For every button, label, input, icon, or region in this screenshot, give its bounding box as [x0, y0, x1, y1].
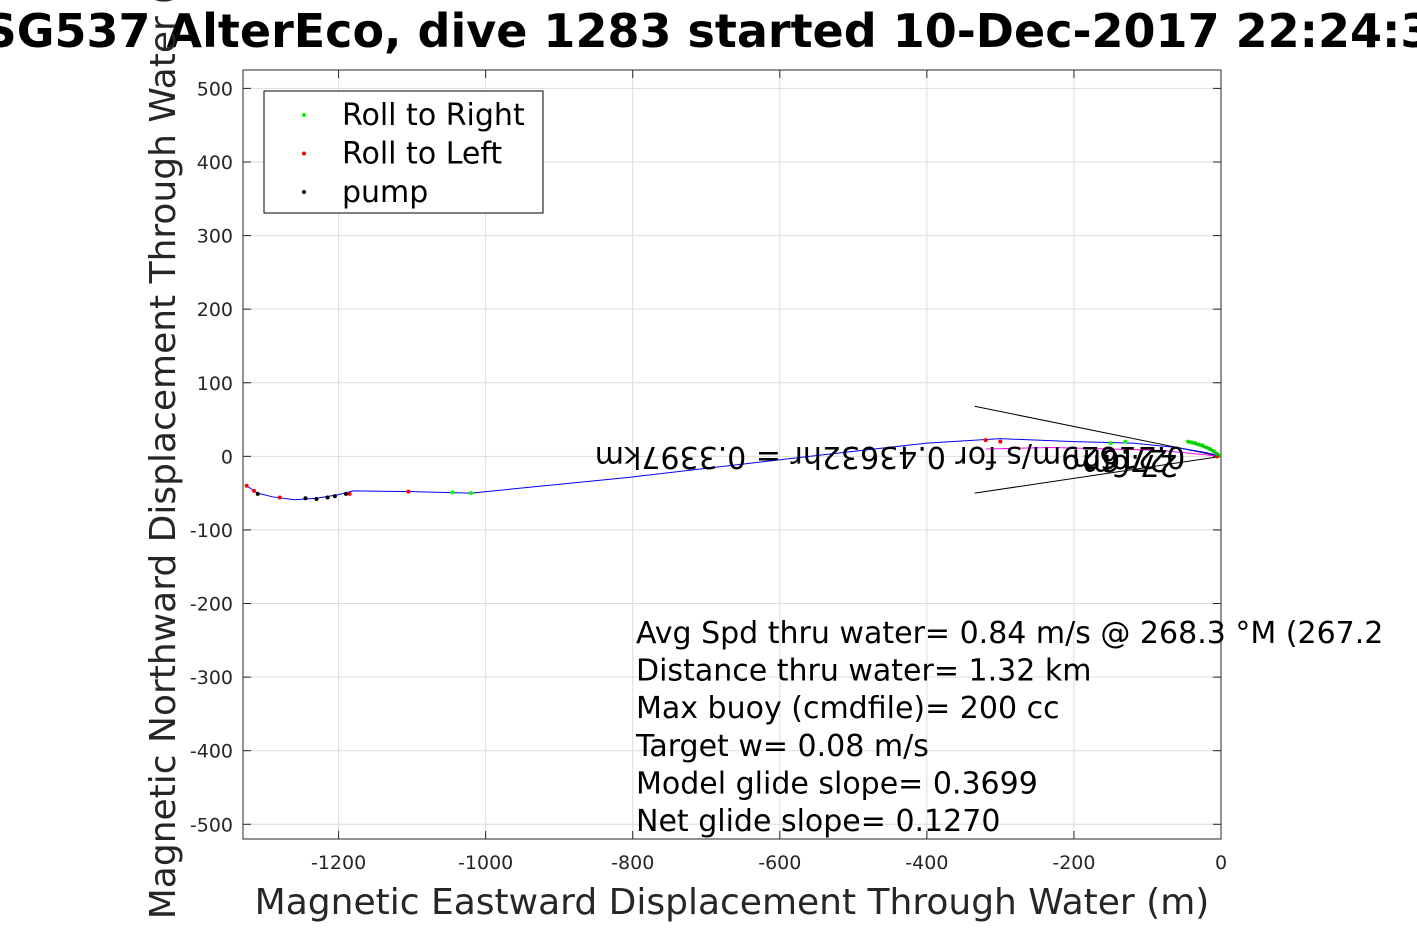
y-tick-label: -200	[190, 594, 233, 616]
roll-left-point	[406, 489, 411, 494]
chart-title: SG537 AlterEco, dive 1283 started 10-Dec…	[0, 4, 1417, 58]
x-axis-label: Magnetic Eastward Displacement Through W…	[255, 882, 1210, 923]
flipped-label: 27.6m	[1072, 442, 1168, 477]
pump-point	[325, 495, 330, 500]
legend-box	[263, 90, 544, 214]
x-tick-label: -400	[905, 852, 948, 874]
pump-point	[332, 494, 337, 499]
y-axis-label: Magnetic Northward Displacement Through …	[143, 0, 184, 919]
y-tick-label: -300	[190, 667, 233, 689]
annotation-line: Distance thru water= 1.32 km	[636, 654, 1091, 689]
x-tick-label: -200	[1052, 852, 1095, 874]
x-tick-label: -800	[611, 852, 654, 874]
legend-marker	[302, 113, 306, 117]
x-tick-label: -1000	[458, 852, 513, 874]
roll-right-point	[468, 491, 473, 496]
legend-label: pump	[342, 175, 428, 210]
y-tick-label: -400	[190, 741, 233, 763]
roll-left-point	[244, 483, 249, 488]
plot-area-border	[242, 69, 1222, 840]
y-tick-label: 500	[197, 78, 233, 100]
annotation-line: Max buoy (cmdfile)= 200 cc	[636, 691, 1060, 726]
legend-label: Roll to Left	[342, 137, 502, 172]
flipped-label: 0.21629m/s for 0.43632hr = 0.3397km	[595, 439, 1186, 474]
annotations: 0.21629m/s for 0.43632hr = 0.3397km27.6m…	[595, 439, 1384, 839]
x-tick-label: 0	[1215, 852, 1227, 874]
pump-point	[303, 496, 308, 501]
y-tick-label: 400	[197, 152, 233, 174]
pump-point	[343, 491, 348, 496]
grid	[243, 70, 1222, 839]
legend-marker	[302, 151, 306, 156]
y-tick-label: 300	[197, 226, 233, 248]
y-tick-label: 100	[197, 373, 233, 395]
roll-right-point	[450, 490, 455, 495]
roll-right-point	[1108, 441, 1113, 446]
roll-left-point	[347, 491, 352, 496]
annotation-line: Model glide slope= 0.3699	[636, 766, 1038, 801]
secondary-track-line	[985, 447, 1222, 457]
roll-left-point	[983, 438, 988, 443]
pump-point	[255, 491, 260, 496]
roll-left-point	[998, 439, 1003, 444]
roll-right-arc	[1187, 440, 1222, 458]
y-tick-label: 200	[197, 299, 233, 321]
legend-label: Roll to Right	[342, 98, 525, 133]
roll-left-point	[252, 488, 257, 493]
legend-marker	[302, 190, 306, 194]
pump-point	[314, 497, 319, 502]
series	[244, 405, 1222, 502]
roll-left-point	[277, 495, 282, 500]
x-tick-label: -600	[758, 852, 801, 874]
y-tick-label: -100	[190, 520, 233, 542]
annotation-line: Net glide slope= 0.1270	[636, 804, 1000, 839]
ticks: -1200 -1000 -800 -600 -400 -200 0-500-400-300-…	[190, 70, 1227, 874]
arrow-lower-line	[974, 455, 1222, 494]
roll-right-point	[1123, 439, 1128, 444]
annotation-line: Target w= 0.08 m/s	[635, 729, 929, 764]
annotation-line: Avg Spd thru water= 0.84 m/s @ 268.3 °M …	[636, 616, 1383, 651]
x-tick-label: -1200	[311, 852, 366, 874]
y-tick-label: 0	[221, 446, 233, 468]
y-tick-label: -500	[190, 814, 233, 836]
flipped-label: 27.6m	[1082, 447, 1178, 482]
